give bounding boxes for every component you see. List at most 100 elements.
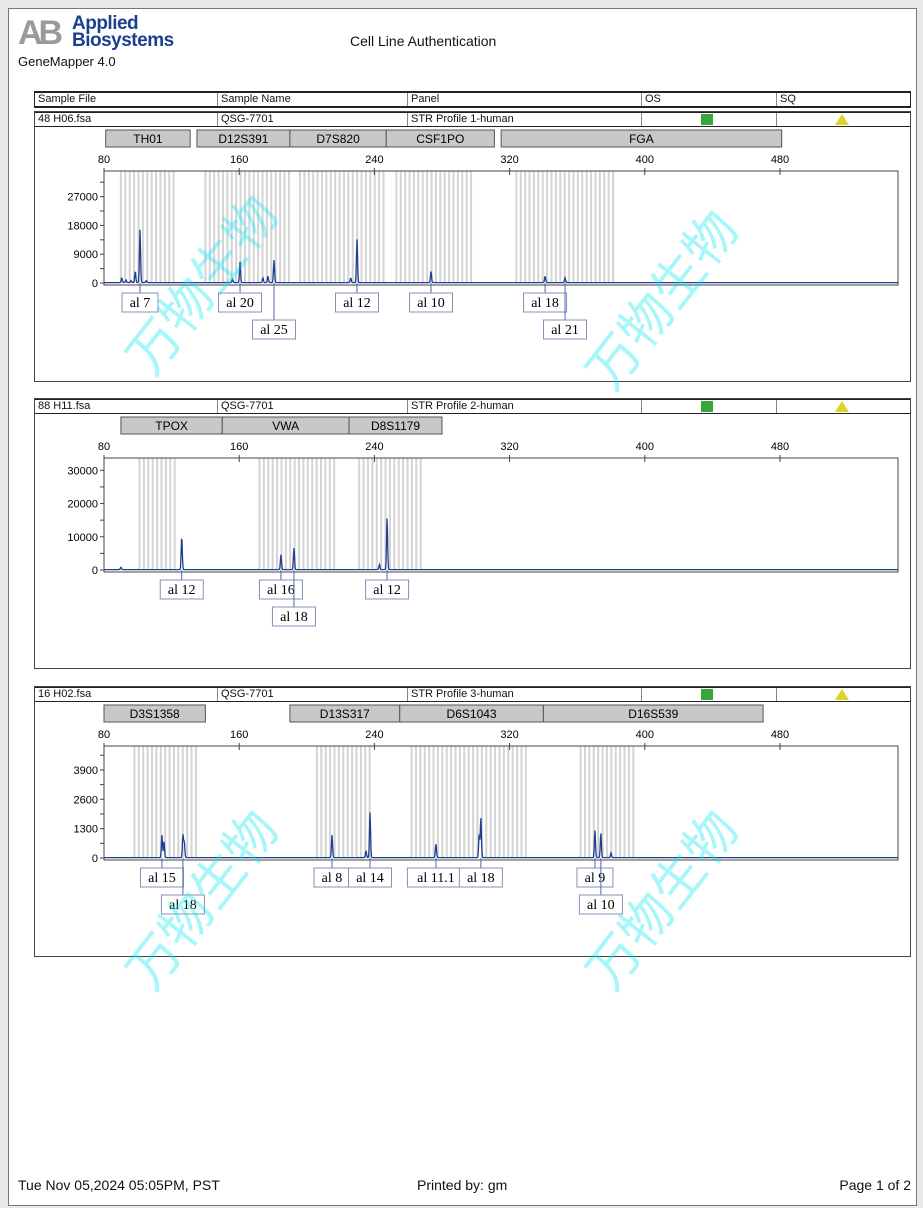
sample-row[interactable]: 88 H11.fsa QSG-7701 STR Profile 2-human: [35, 399, 910, 414]
page-number: Page 1 of 2: [839, 1177, 911, 1193]
allele-label: al 18: [467, 871, 495, 886]
x-tick-label: 480: [771, 729, 789, 741]
sq-status-yellow-triangle-icon: [835, 401, 849, 412]
sample-file: 16 H02.fsa: [38, 688, 92, 700]
x-tick-label: 480: [771, 441, 789, 453]
locus-label: TH01: [133, 132, 163, 146]
sample-name: QSG-7701: [217, 113, 274, 126]
y-tick-label: 0: [92, 853, 98, 865]
logo-line-1: Applied: [72, 13, 139, 34]
allele-bins: [138, 458, 422, 570]
allele-label-box: [252, 319, 297, 340]
locus-label: D6S1043: [447, 707, 497, 721]
y-tick-label: 20000: [67, 499, 98, 511]
y-tick-label: 3900: [74, 765, 98, 777]
column-header-os: OS: [641, 93, 661, 106]
y-tick-label: 2600: [74, 794, 98, 806]
locus-marker: [105, 129, 191, 148]
allele-label: al 18: [280, 610, 308, 625]
locus-label: D13S317: [320, 707, 370, 721]
allele-label: al 12: [343, 296, 371, 311]
allele-label: al 10: [587, 898, 615, 913]
y-tick-label: 9000: [74, 249, 98, 261]
allele-label: al 10: [417, 296, 445, 311]
locus-marker: [348, 416, 443, 435]
x-tick-label: 400: [636, 441, 654, 453]
allele-label-box: [218, 292, 263, 313]
plot-frame: [103, 457, 899, 573]
allele-label-box: [458, 867, 503, 888]
locus-label: FGA: [629, 132, 654, 146]
locus-marker: [385, 129, 495, 148]
plot-frame: [103, 745, 899, 861]
allele-label-box: [365, 579, 410, 600]
panel-name: STR Profile 3-human: [407, 688, 514, 701]
allele-label: al 25: [260, 323, 288, 338]
locus-label: CSF1PO: [416, 132, 464, 146]
sample-row[interactable]: 48 H06.fsa QSG-7701 STR Profile 1-human: [35, 112, 910, 127]
locus-label: D7S820: [316, 132, 360, 146]
x-tick-label: 320: [500, 154, 518, 166]
allele-label: al 11.1: [417, 871, 455, 886]
allele-label: al 14: [356, 871, 384, 886]
y-tick-label: 1300: [74, 824, 98, 836]
x-tick-label: 240: [365, 154, 383, 166]
signal-trace: [104, 518, 898, 571]
sq-status-yellow-triangle-icon: [835, 689, 849, 700]
y-tick-label: 0: [92, 565, 98, 577]
allele-label-box: [523, 292, 568, 313]
sample-panel: 48 H06.fsa QSG-7701 STR Profile 1-human …: [34, 111, 911, 382]
allele-label-box: [543, 319, 588, 340]
allele-label-box: [578, 894, 623, 915]
os-cell: [641, 688, 645, 701]
allele-label: al 18: [531, 296, 559, 311]
allele-label-box: [160, 894, 205, 915]
allele-label-box: [271, 606, 316, 627]
column-header-sq: SQ: [776, 93, 796, 106]
electropherogram: TH01 D12S391 D7S820 CSF1PO FGA 80 160 240 320 400…: [67, 129, 899, 340]
locus-marker: [542, 704, 764, 723]
sample-file: 48 H06.fsa: [38, 113, 92, 125]
x-tick-label: 80: [98, 441, 110, 453]
plot-frame: [103, 170, 899, 286]
sq-cell: [776, 113, 780, 126]
x-tick-label: 160: [230, 154, 248, 166]
y-tick-label: 18000: [67, 220, 98, 232]
y-tick-label: 0: [92, 278, 98, 290]
x-tick-label: 80: [98, 154, 110, 166]
allele-label-box: [409, 292, 454, 313]
sample-row[interactable]: 16 H02.fsa QSG-7701 STR Profile 3-human: [35, 687, 910, 702]
allele-label: al 15: [148, 871, 176, 886]
x-tick-label: 480: [771, 154, 789, 166]
signal-trace: [104, 229, 898, 284]
x-tick-label: 160: [230, 441, 248, 453]
os-status-green-square-icon: [701, 689, 713, 700]
os-status-green-square-icon: [701, 114, 713, 125]
locus-label: TPOX: [155, 419, 188, 433]
allele-label: al 21: [551, 323, 579, 338]
panel-name: STR Profile 1-human: [407, 113, 514, 126]
electropherogram: D3S1358 D13S317 D6S1043 D16S539 80 160 240 320 4…: [74, 704, 899, 915]
allele-bins: [119, 171, 615, 283]
column-header-panel: Panel: [407, 93, 439, 106]
x-tick-label: 320: [500, 441, 518, 453]
locus-label: D3S1358: [130, 707, 180, 721]
column-header-sample-name: Sample Name: [217, 93, 291, 106]
allele-label: al 16: [267, 583, 295, 598]
y-tick-label: 30000: [67, 465, 98, 477]
x-tick-label: 240: [365, 441, 383, 453]
signal-trace: [104, 812, 898, 859]
x-tick-label: 240: [365, 729, 383, 741]
logo-line-2: Biosystems: [72, 30, 174, 51]
sample-file: 88 H11.fsa: [38, 400, 91, 412]
allele-label-box: [139, 867, 184, 888]
sample-panel: 16 H02.fsa QSG-7701 STR Profile 3-human …: [34, 686, 911, 957]
os-status-green-square-icon: [701, 401, 713, 412]
applied-biosystems-logo-mark: AB: [18, 14, 63, 52]
panel-name: STR Profile 2-human: [407, 400, 514, 413]
y-tick-label: 27000: [67, 192, 98, 204]
sq-status-yellow-triangle-icon: [835, 114, 849, 125]
os-cell: [641, 113, 645, 126]
allele-label-box: [334, 292, 379, 313]
printed-date: Tue Nov 05,2024 05:05PM, PST: [18, 1177, 220, 1193]
